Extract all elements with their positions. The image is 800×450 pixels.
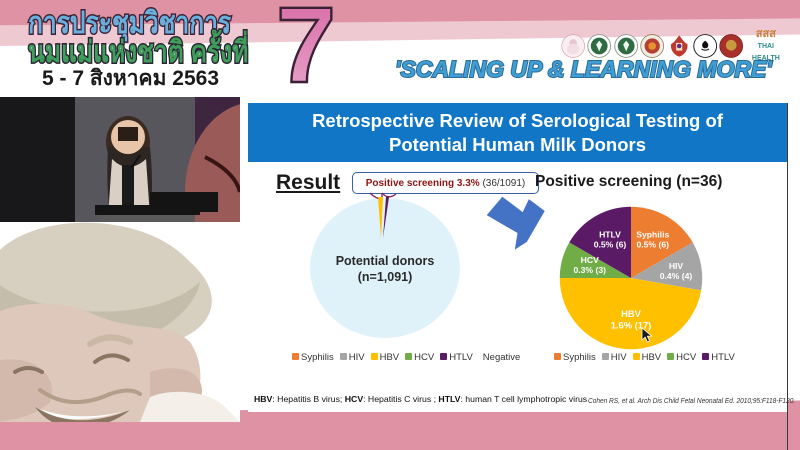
svg-text:HBV: HBV (621, 309, 642, 319)
svg-text:HTLV: HTLV (599, 230, 621, 240)
svg-text:0.5% (6): 0.5% (6) (636, 239, 669, 249)
svg-text:Syphilis: Syphilis (636, 230, 669, 240)
svg-text:HCV: HCV (581, 255, 599, 265)
svg-text:0.4% (4): 0.4% (4) (660, 271, 693, 281)
svg-text:HIV: HIV (669, 261, 684, 271)
svg-text:0.3% (3): 0.3% (3) (573, 265, 606, 275)
svg-text:0.5% (6): 0.5% (6) (594, 239, 627, 249)
